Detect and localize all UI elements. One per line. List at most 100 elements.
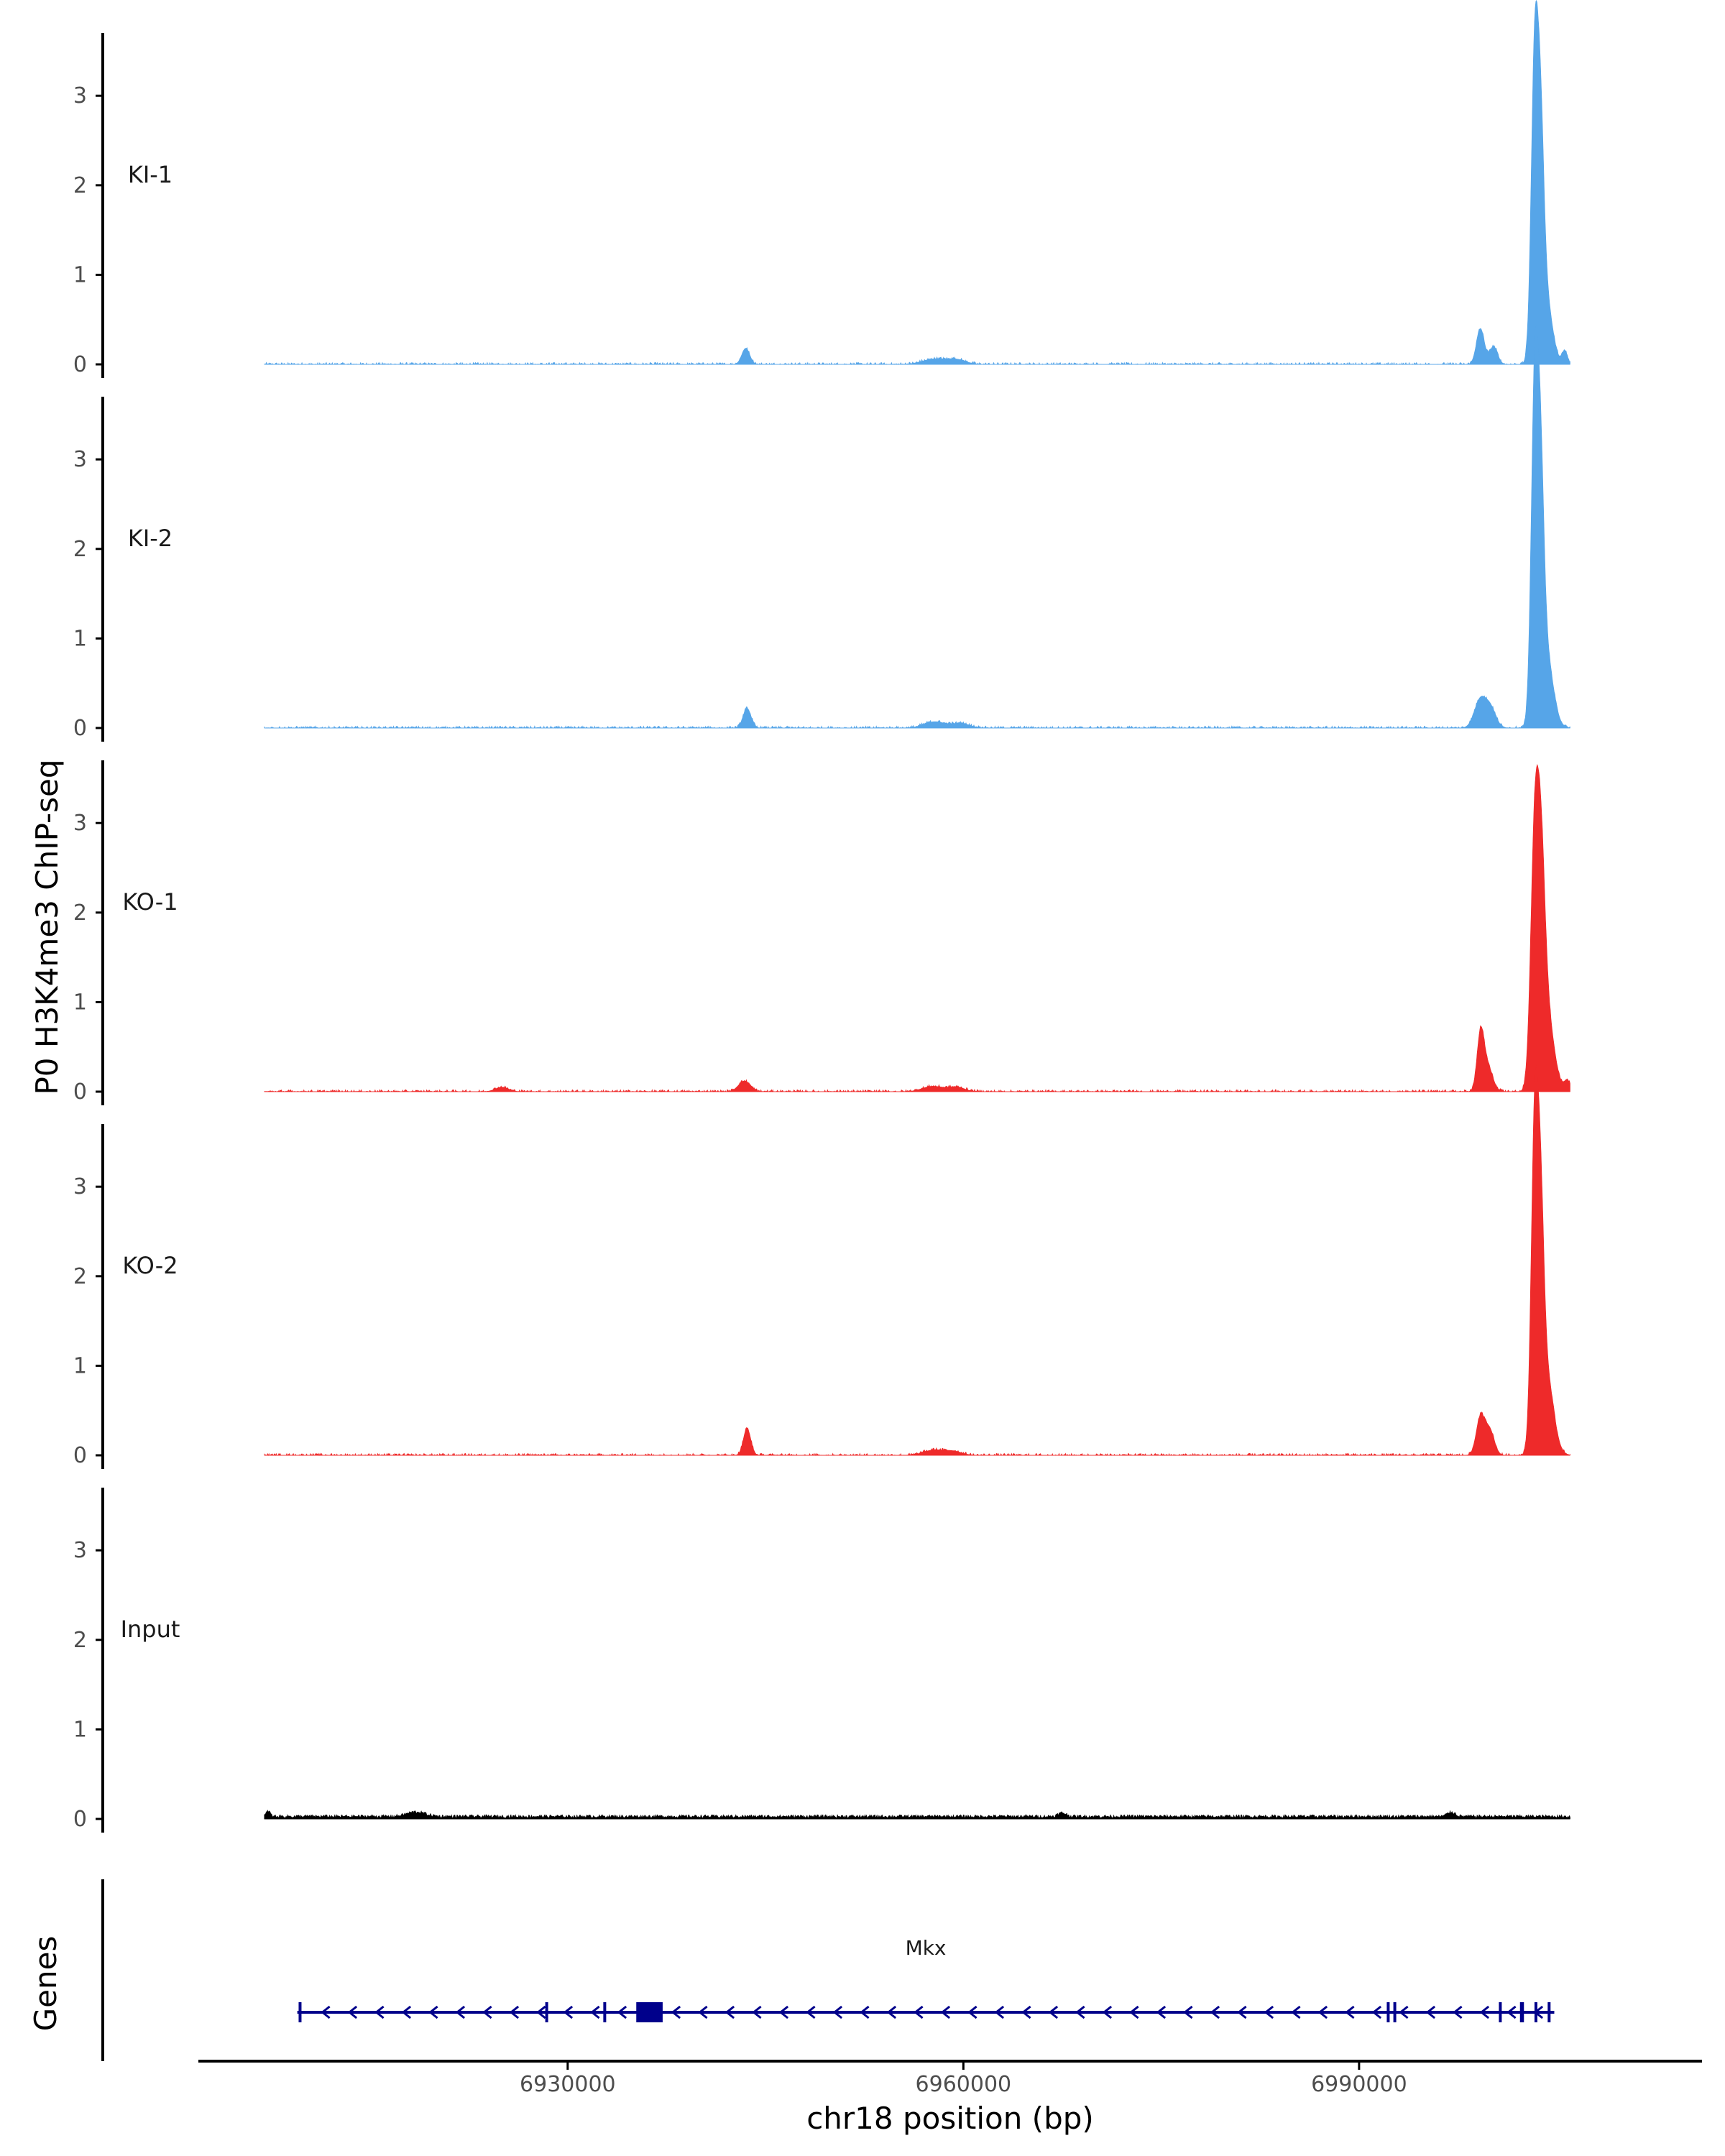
- strand-arrow: [778, 2005, 789, 2019]
- strand-arrow: [617, 2005, 627, 2019]
- strand-arrow: [1453, 2005, 1463, 2019]
- x-tick-label: 6930000: [520, 2072, 616, 2097]
- y-tick-label: 3: [73, 83, 87, 109]
- y-tick-label: 0: [73, 1443, 87, 1468]
- exon: [603, 2002, 607, 2022]
- strand-arrow: [1506, 2005, 1517, 2019]
- strand-arrow: [1156, 2005, 1167, 2019]
- y-tick-label: 2: [73, 173, 87, 198]
- y-tick-label: 0: [73, 1079, 87, 1105]
- y-tick-label: 1: [73, 990, 87, 1015]
- strand-arrow: [752, 2005, 762, 2019]
- strand-arrow: [455, 2005, 466, 2019]
- strand-arrow: [1371, 2005, 1382, 2019]
- strand-arrow: [1075, 2005, 1085, 2019]
- strand-arrow: [347, 2005, 358, 2019]
- y-tick-label: 2: [73, 1628, 87, 1653]
- strand-arrow: [536, 2005, 546, 2019]
- track-ko-2: 0 1 2 3 KO-2: [73, 1065, 1570, 1469]
- track-label: Input: [121, 1616, 180, 1643]
- strand-arrow: [482, 2005, 492, 2019]
- y-tick-label: 0: [73, 716, 87, 741]
- strand-arrow: [509, 2005, 520, 2019]
- strand-arrow: [1129, 2005, 1139, 2019]
- x-tick-label: 6960000: [916, 2072, 1012, 2097]
- strand-arrow: [321, 2005, 331, 2019]
- gene-track-label: Genes: [28, 1936, 63, 2032]
- signal-tracks: 0 1 2 3 KI-1 0 1 2 3 KI-2 0 1 2 3 KO-1 0 1 2 3 KO-2 0 1 2 3 Inpu…: [73, 0, 1570, 1833]
- signal-area: [264, 764, 1570, 1092]
- signal-area: [264, 324, 1570, 729]
- strand-arrow: [1264, 2005, 1274, 2019]
- strand-arrow: [1345, 2005, 1355, 2019]
- strand-arrow: [698, 2005, 708, 2019]
- y-tick-label: 3: [73, 1174, 87, 1199]
- y-tick-label: 3: [73, 447, 87, 472]
- signal-area: [264, 1065, 1570, 1456]
- gene-track: Genes Mkx: [28, 1879, 1555, 2061]
- strand-arrow: [1291, 2005, 1301, 2019]
- track-input: 0 1 2 3 Input: [73, 1488, 1570, 1833]
- strand-arrow: [1210, 2005, 1220, 2019]
- y-tick-label: 0: [73, 352, 87, 377]
- y-tick-label: 2: [73, 900, 87, 926]
- y-tick-label: 3: [73, 1538, 87, 1563]
- exon: [1499, 2002, 1502, 2022]
- strand-arrow: [724, 2005, 735, 2019]
- strand-arrow: [967, 2005, 978, 2019]
- signal-area: [264, 0, 1570, 365]
- strand-arrow: [860, 2005, 870, 2019]
- exon: [298, 2002, 302, 2022]
- coding-exon: [636, 2002, 663, 2022]
- x-tick-label: 6990000: [1311, 2072, 1407, 2097]
- strand-arrow: [1102, 2005, 1113, 2019]
- strand-arrow: [994, 2005, 1005, 2019]
- exon: [1519, 2002, 1524, 2022]
- y-tick-label: 2: [73, 1264, 87, 1289]
- y-axis-title: P0 H3K4me3 ChIP-seq: [29, 759, 65, 1095]
- track-label: KO-2: [122, 1252, 178, 1279]
- strand-arrow: [1183, 2005, 1193, 2019]
- exon: [1534, 2002, 1537, 2022]
- track-ko-1: 0 1 2 3 KO-1: [73, 760, 1570, 1105]
- strand-arrow: [401, 2005, 412, 2019]
- strand-arrow: [940, 2005, 951, 2019]
- y-tick-label: 1: [73, 262, 87, 287]
- y-tick-label: 1: [73, 626, 87, 651]
- strand-arrow: [1425, 2005, 1436, 2019]
- x-axis-title: chr18 position (bp): [806, 2101, 1094, 2136]
- strand-arrow: [1399, 2005, 1409, 2019]
- strand-arrow: [886, 2005, 897, 2019]
- strand-arrow: [914, 2005, 924, 2019]
- strand-arrow: [1021, 2005, 1031, 2019]
- exon: [1393, 2002, 1397, 2022]
- strand-arrow: [563, 2005, 574, 2019]
- y-tick-label: 2: [73, 537, 87, 562]
- strand-arrow: [428, 2005, 438, 2019]
- track-ki-2: 0 1 2 3 KI-2: [73, 324, 1570, 742]
- track-label: KI-2: [128, 525, 172, 552]
- strand-arrow: [832, 2005, 843, 2019]
- exon: [1386, 2002, 1390, 2022]
- y-tick-label: 1: [73, 1353, 87, 1378]
- signal-area: [264, 1810, 1570, 1820]
- gene-mkx: Mkx: [297, 1936, 1555, 2022]
- x-axis: chr18 position (bp) 6930000 6960000 699000…: [198, 2060, 1702, 2136]
- strand-arrow: [806, 2005, 816, 2019]
- strand-arrow: [374, 2005, 385, 2019]
- track-ki-1: 0 1 2 3 KI-1: [73, 0, 1570, 378]
- exon: [1547, 2002, 1551, 2022]
- y-tick-label: 3: [73, 811, 87, 836]
- y-tick-label: 1: [73, 1717, 87, 1742]
- strand-arrow: [1048, 2005, 1059, 2019]
- strand-arrow: [1479, 2005, 1490, 2019]
- gene-name-label: Mkx: [906, 1936, 947, 1960]
- strand-arrow: [1237, 2005, 1247, 2019]
- strand-arrow: [1317, 2005, 1328, 2019]
- exon: [545, 2002, 548, 2022]
- strand-arrow: [590, 2005, 600, 2019]
- track-label: KO-1: [122, 888, 178, 916]
- y-tick-label: 0: [73, 1807, 87, 1832]
- track-label: KI-1: [128, 161, 172, 188]
